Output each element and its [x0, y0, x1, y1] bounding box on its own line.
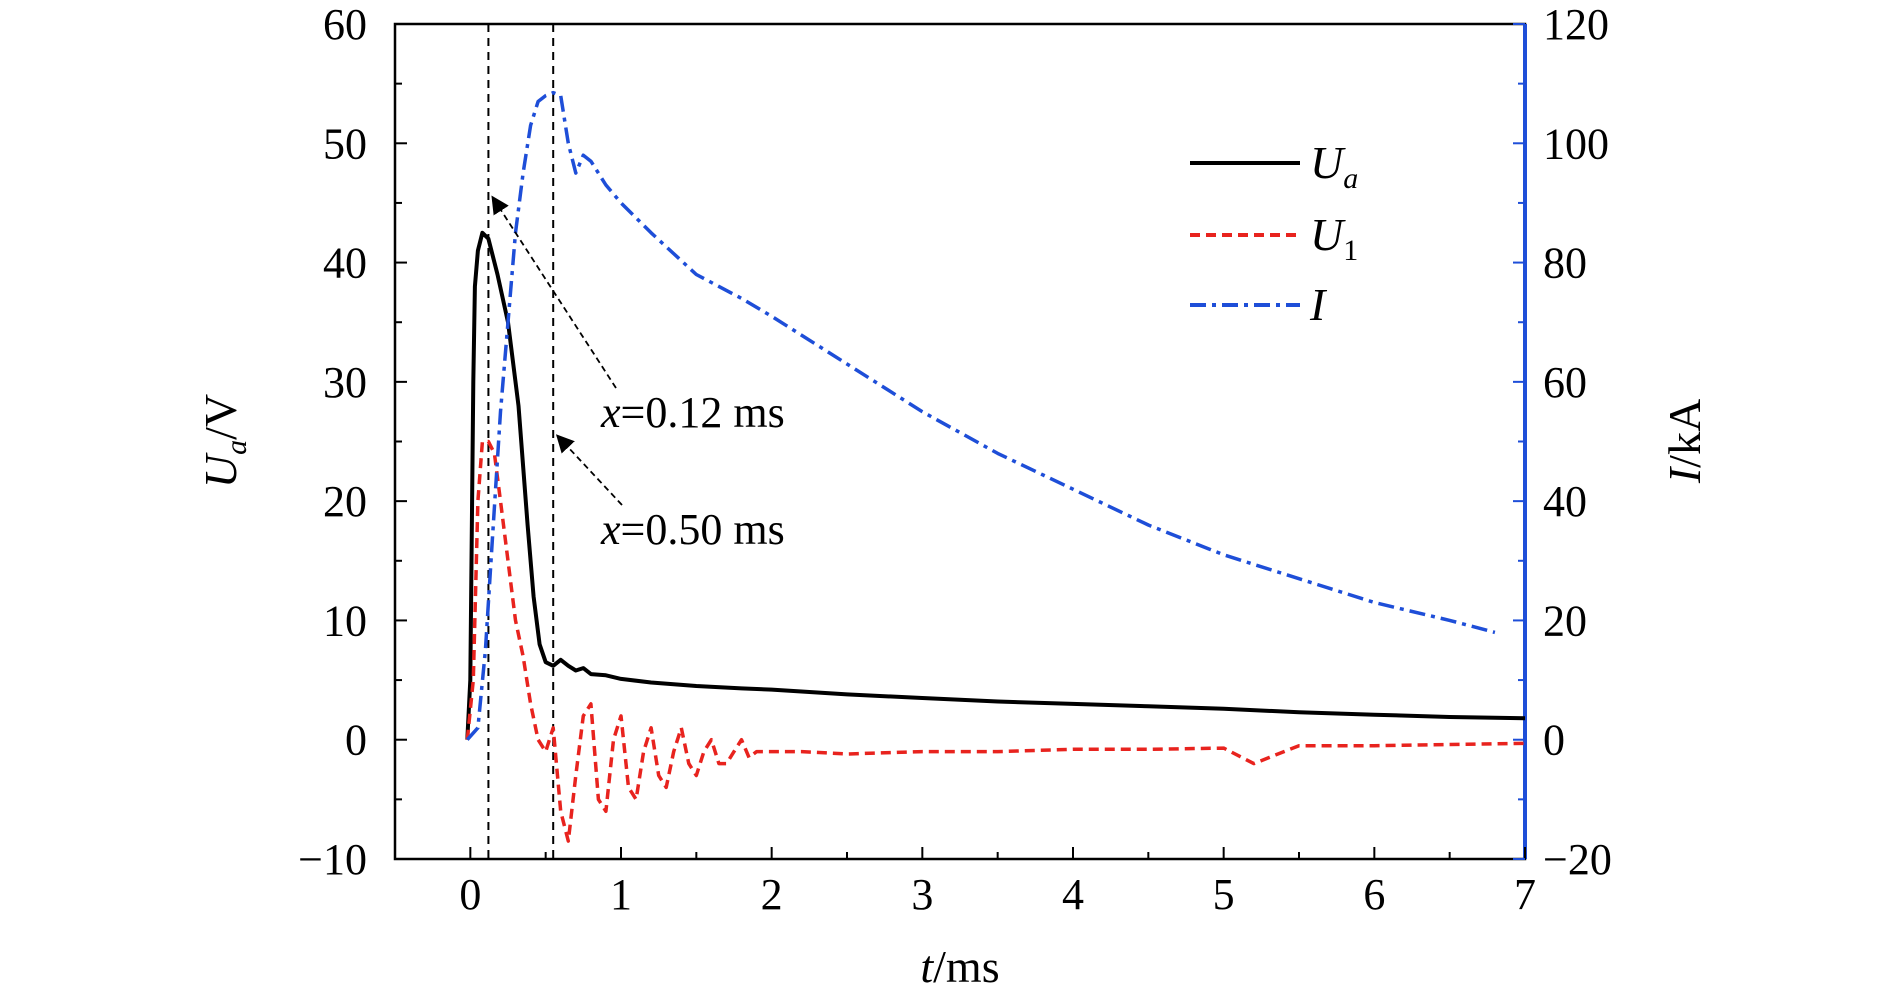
- y-right-tick-label: 0: [1543, 716, 1565, 765]
- annotation-0-text: x=0.12 ms: [600, 388, 785, 437]
- y-left-axis-title: Ua/V: [195, 394, 253, 488]
- y-right-axis-title: I/kA: [1659, 399, 1710, 484]
- y-left-tick-label: −10: [298, 835, 367, 884]
- legend-label-ua: Ua: [1310, 137, 1358, 195]
- y-left-tick-label: 50: [323, 119, 367, 168]
- ticks-layer: 0 1 2 3 4 5 6 7 −10 0 10 20 30 40 50 60 −20 0 20 40 60 80 100 1…: [298, 0, 1612, 919]
- plot-frame: [393, 22, 1527, 861]
- annotation-1-arrow: [555, 434, 623, 506]
- x-tick-label: 2: [761, 870, 783, 919]
- x-axis-title: t/ms: [920, 941, 999, 992]
- y-left-tick-label: 40: [323, 239, 367, 288]
- x-tick-label: 7: [1514, 870, 1536, 919]
- y-left-tick-label: 20: [323, 477, 367, 526]
- y-right-tick-label: 20: [1543, 596, 1587, 645]
- x-tick-label: 6: [1363, 870, 1385, 919]
- series-line-u1: [465, 439, 1526, 843]
- x-tick-label: 3: [911, 870, 933, 919]
- series-layer: [465, 90, 1526, 843]
- series-line-i: [465, 90, 1496, 741]
- legend-label-i: I: [1309, 279, 1328, 330]
- y-right-tick-label: −20: [1543, 835, 1612, 884]
- series-line-ua: [465, 230, 1526, 740]
- legend: Ua U1 I: [1190, 137, 1358, 330]
- x-tick-label: 1: [610, 870, 632, 919]
- annotation-1-text: x=0.50 ms: [600, 505, 785, 554]
- y-right-tick-label: 40: [1543, 477, 1587, 526]
- y-left-tick-label: 10: [323, 596, 367, 645]
- y-right-tick-label: 100: [1543, 119, 1609, 168]
- y-left-tick-label: 60: [323, 0, 367, 49]
- annotation-0-arrow: [491, 195, 617, 389]
- annotations-layer: [491, 195, 623, 506]
- y-right-tick-label: 120: [1543, 0, 1609, 49]
- x-tick-label: 5: [1213, 870, 1235, 919]
- y-left-tick-label: 0: [345, 716, 367, 765]
- y-left-tick-label: 30: [323, 358, 367, 407]
- y-right-tick-label: 60: [1543, 358, 1587, 407]
- y-right-tick-label: 80: [1543, 239, 1587, 288]
- legend-label-u1: U1: [1310, 209, 1358, 267]
- x-tick-label: 4: [1062, 870, 1084, 919]
- x-tick-label: 0: [459, 870, 481, 919]
